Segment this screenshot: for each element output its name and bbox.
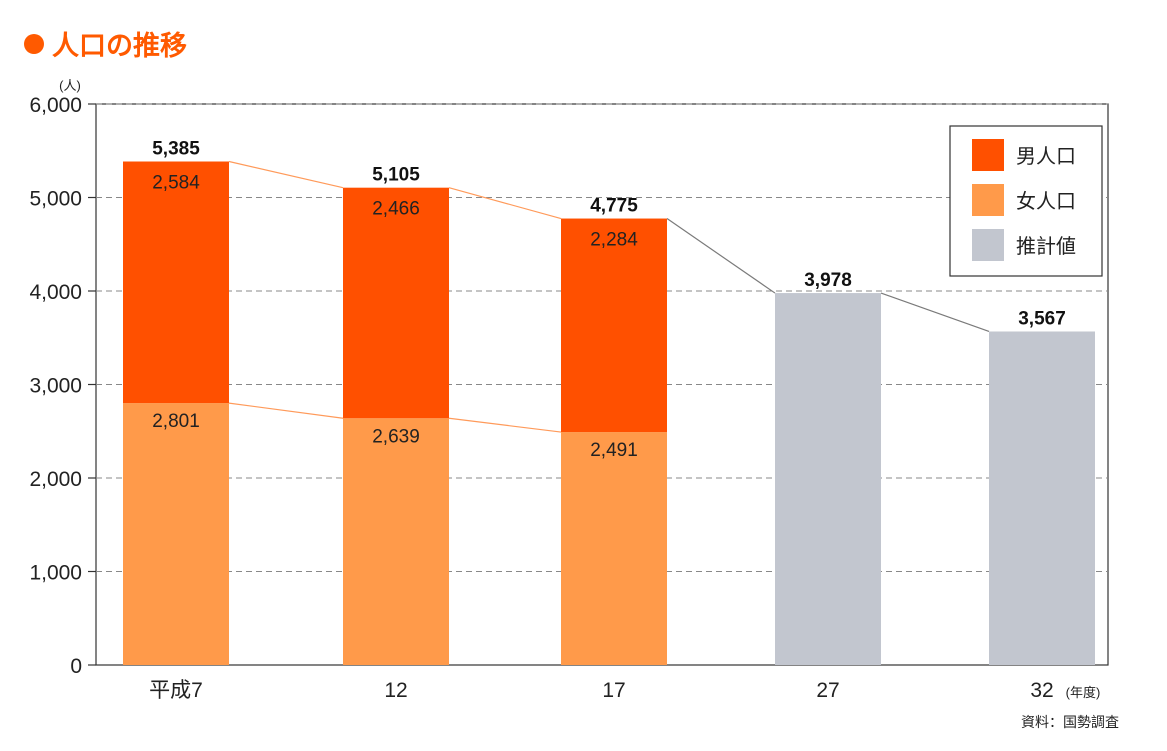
total-value-label: 4,775 — [590, 196, 638, 217]
female-connector-line — [448, 417, 562, 433]
legend-label: 推計値 — [1016, 234, 1076, 258]
bar-estimate — [775, 293, 881, 665]
total-value-label: 5,385 — [152, 139, 200, 160]
estimate-connector-line — [880, 292, 990, 333]
y-tick-label: 2,000 — [29, 468, 82, 491]
x-tick-label: 17 — [602, 679, 625, 702]
legend-label: 男人口 — [1016, 144, 1076, 168]
y-tick-label: 1,000 — [29, 562, 82, 585]
total-value-label: 5,105 — [372, 165, 420, 186]
bar-male — [123, 161, 229, 404]
y-tick-label: 3,000 — [29, 375, 82, 398]
x-tick-label: 12 — [384, 679, 407, 702]
x-tick-label: 32 — [1030, 679, 1053, 702]
x-tick-label: 27 — [816, 679, 839, 702]
y-tick-label: 4,000 — [29, 281, 82, 304]
male-value-label: 2,466 — [372, 199, 420, 220]
bullet-dot-icon — [24, 33, 44, 54]
bar-estimate — [989, 331, 1095, 665]
estimate-connector-line — [666, 218, 776, 294]
y-axis-unit: (人) — [59, 78, 81, 93]
y-tick-label: 6,000 — [29, 94, 82, 117]
y-tick-label: 0 — [70, 655, 82, 678]
total-value-label: 3,567 — [1018, 308, 1066, 329]
legend-label: 女人口 — [1016, 189, 1076, 213]
bar-female — [123, 403, 229, 665]
x-tick-label: 平成7 — [149, 679, 203, 702]
legend-swatch — [972, 229, 1004, 261]
bar-female — [343, 418, 449, 665]
female-value-label: 2,491 — [590, 440, 638, 461]
x-axis-unit: (年度) — [1066, 685, 1101, 700]
total-value-label: 3,978 — [804, 270, 852, 291]
source-note: 資料：国勢調査 — [1021, 715, 1119, 731]
male-value-label: 2,284 — [590, 230, 638, 251]
female-connector-line — [228, 402, 344, 419]
chart-title: 人口の推移 — [24, 24, 187, 63]
female-value-label: 2,801 — [152, 411, 200, 432]
total-connector-line — [448, 187, 562, 220]
y-tick-label: 5,000 — [29, 188, 82, 211]
female-value-label: 2,639 — [372, 426, 420, 447]
total-connector-line — [228, 160, 344, 189]
male-value-label: 2,584 — [152, 173, 200, 194]
legend-swatch — [972, 184, 1004, 216]
bar-male — [343, 187, 449, 419]
chart-title-text: 人口の推移 — [52, 31, 187, 62]
legend-swatch — [972, 139, 1004, 171]
bar-male — [561, 218, 667, 433]
bar-female — [561, 432, 667, 665]
